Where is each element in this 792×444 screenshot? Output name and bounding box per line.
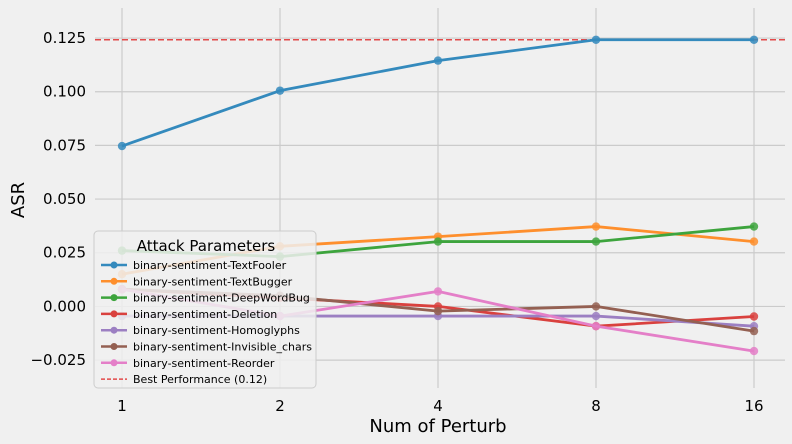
legend-item: binary-sentiment-DeepWordBug	[101, 292, 310, 305]
data-point	[749, 35, 759, 44]
data-point	[591, 237, 601, 246]
data-point	[749, 346, 759, 356]
legend-label: binary-sentiment-TextBugger	[133, 275, 293, 288]
legend-marker	[110, 310, 118, 318]
data-point	[749, 237, 759, 246]
legend-marker	[110, 261, 118, 269]
y-tick-label: 0.075	[43, 136, 86, 154]
legend-label: binary-sentiment-Deletion	[133, 308, 277, 321]
y-tick-label: 0.125	[43, 29, 86, 47]
x-axis-label: Num of Perturb	[369, 416, 506, 437]
legend-marker	[110, 343, 118, 350]
y-tick-label: −0.025	[30, 351, 86, 369]
legend-items: binary-sentiment-TextFooler binary-sentim…	[101, 259, 312, 386]
y-tick-label: 0.050	[43, 190, 86, 208]
data-point	[591, 321, 601, 331]
legend-item: binary-sentiment-Invisible_chars	[101, 341, 312, 354]
x-tick-label: 1	[117, 397, 127, 415]
legend-marker	[110, 277, 118, 285]
legend-marker	[110, 359, 118, 367]
data-point	[433, 237, 443, 246]
y-tick-label: 0.025	[43, 244, 86, 262]
data-point	[275, 86, 285, 95]
legend-title: Attack Parameters	[137, 237, 276, 255]
data-point	[749, 326, 759, 336]
x-tick-label: 8	[591, 397, 601, 415]
data-point	[591, 35, 601, 44]
legend-item: binary-sentiment-TextFooler	[101, 259, 287, 272]
legend-label: binary-sentiment-Homoglyphs	[133, 324, 300, 337]
legend-item: binary-sentiment-Deletion	[101, 308, 277, 321]
y-tick-label: 0.100	[43, 83, 86, 101]
data-point	[433, 56, 443, 65]
data-point	[591, 302, 601, 311]
data-point	[591, 311, 601, 321]
legend-marker	[110, 294, 118, 302]
legend-marker	[110, 326, 118, 334]
y-axis-label: ASR	[8, 182, 29, 218]
legend-label: binary-sentiment-Reorder	[133, 357, 275, 370]
data-point	[433, 306, 443, 316]
legend-item: binary-sentiment-TextBugger	[101, 275, 293, 288]
y-tick-label: 0.000	[43, 297, 86, 315]
data-point	[433, 287, 443, 296]
legend-item: Best Performance (0.12)	[101, 373, 267, 386]
data-point	[749, 222, 759, 231]
x-tick-label: 4	[433, 397, 443, 415]
legend-frame	[93, 230, 317, 389]
series-1	[117, 35, 759, 151]
x-tick-label: 2	[275, 397, 285, 415]
x-tick-label: 16	[744, 397, 763, 415]
legend-label: Best Performance (0.12)	[133, 373, 267, 386]
legend: Attack Parameters binary-sentiment-TextF…	[93, 230, 317, 389]
legend-item: binary-sentiment-Homoglyphs	[101, 324, 300, 337]
legend-item: binary-sentiment-Reorder	[101, 357, 275, 370]
data-point	[117, 141, 127, 151]
data-point	[749, 312, 759, 321]
legend-label: binary-sentiment-Invisible_chars	[133, 341, 312, 354]
tick-labels: −0.025 0.000 0.025 0.050 0.075 0.100 0.125 1 2 4 8…	[30, 29, 763, 415]
data-point	[591, 222, 601, 231]
legend-label: binary-sentiment-TextFooler	[133, 259, 287, 272]
legend-label: binary-sentiment-DeepWordBug	[133, 292, 310, 305]
